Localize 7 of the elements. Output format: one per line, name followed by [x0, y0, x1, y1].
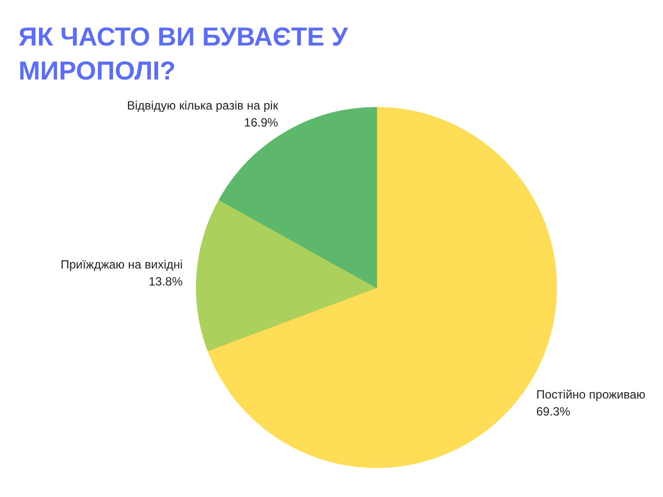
- data-label: 69.3%: [536, 404, 571, 418]
- chart-title: ЯК ЧАСТО ВИ БУВАЄТЕ У МИРОПОЛІ?: [18, 22, 349, 86]
- slice-label: Постійно проживаю: [536, 387, 646, 402]
- slice-label: Відвідую кілька разів на рік: [127, 98, 279, 113]
- data-label: 13.8%: [148, 274, 183, 288]
- slice-label: Приїжджаю на вихідні: [60, 257, 183, 272]
- data-label: 16.9%: [244, 116, 278, 130]
